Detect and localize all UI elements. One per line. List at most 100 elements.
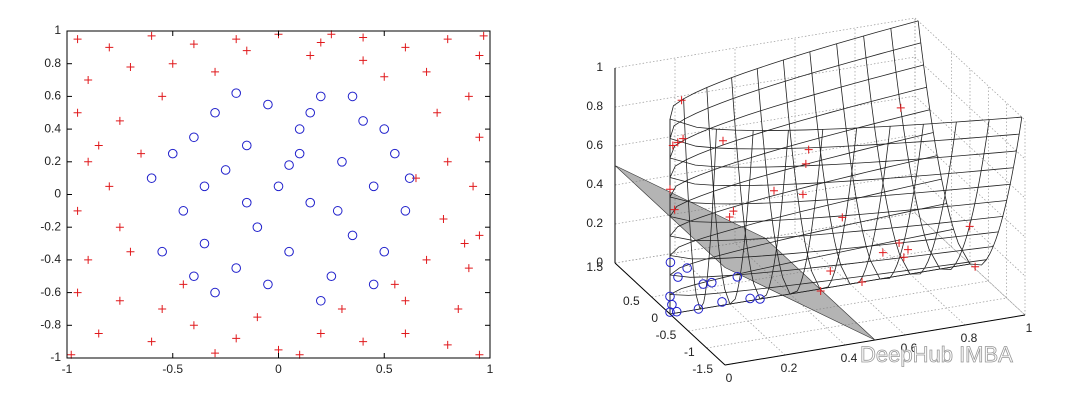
y-tick-label: 0 — [54, 187, 61, 201]
grid-line — [734, 242, 846, 346]
surface-mesh — [669, 150, 1017, 168]
plus-marker — [168, 59, 177, 68]
plus-marker — [380, 72, 389, 81]
plus-marker — [475, 350, 484, 359]
plus-marker — [232, 35, 241, 44]
plus-marker — [115, 296, 124, 305]
plus-marker — [94, 329, 103, 338]
x-tick-label: -0.5 — [162, 362, 183, 376]
grid-line — [914, 56, 1026, 160]
circle-marker — [745, 293, 755, 304]
plus-marker — [316, 38, 325, 47]
y-tick-label: 0.5 — [623, 294, 640, 308]
circle-marker — [199, 181, 210, 192]
plus-marker — [295, 350, 304, 359]
y-tick-label: 0.8 — [44, 56, 61, 70]
plus-marker — [895, 239, 904, 248]
plus-marker — [306, 51, 315, 60]
grid-line — [688, 280, 989, 332]
plus-marker — [464, 264, 473, 273]
x-tick-label: 0.2 — [781, 361, 798, 375]
plus-marker — [469, 182, 478, 191]
circle-marker — [284, 160, 294, 170]
grid-line — [854, 222, 966, 326]
circle-marker — [368, 279, 379, 290]
surface-mesh — [836, 43, 881, 280]
y-tick-label: -0.6 — [40, 285, 61, 299]
plus-marker — [253, 313, 262, 322]
circle-marker — [241, 197, 252, 208]
plus-marker — [105, 43, 114, 52]
surface-mesh — [909, 121, 957, 275]
plus-marker — [189, 40, 198, 49]
grid-line — [914, 17, 1026, 121]
surface-mesh — [669, 42, 921, 139]
circle-marker — [673, 272, 683, 282]
y-tick-label: -1 — [684, 345, 695, 359]
grid-line — [651, 246, 952, 298]
circle-marker — [665, 257, 676, 268]
plus-marker — [433, 108, 442, 117]
circle-marker — [178, 206, 189, 216]
circle-marker — [326, 271, 337, 282]
plus-marker — [359, 56, 368, 65]
surface-mesh — [669, 167, 1014, 186]
surface-mesh — [879, 124, 924, 280]
circle-marker — [671, 306, 682, 317]
plus-marker — [896, 103, 905, 112]
plus-marker — [878, 248, 887, 257]
plus-marker — [904, 245, 912, 254]
y-tick-label: -0.5 — [656, 328, 677, 342]
circle-marker — [379, 246, 390, 257]
plus-marker — [464, 92, 473, 101]
plus-marker — [439, 215, 448, 224]
circle-marker — [665, 291, 675, 302]
plus-marker — [359, 337, 368, 346]
plus-marker — [94, 141, 103, 150]
plus-marker — [401, 296, 410, 305]
surface-mesh — [669, 20, 919, 120]
plus-marker — [670, 205, 679, 214]
plus-marker — [475, 133, 484, 142]
y-tick-label: 0.2 — [44, 154, 61, 168]
y-tick-label: 0 — [651, 311, 658, 325]
plus-marker — [179, 280, 188, 289]
surface-mesh — [819, 127, 858, 290]
y-tick-label: -0.8 — [40, 317, 61, 331]
circle-marker — [189, 271, 199, 282]
plus-marker — [816, 286, 825, 295]
circle-marker — [698, 279, 709, 289]
scatter-panel: -1 -0.5 0 0.5 1 -1 -0.8 -0.6 -0.4 -0.2 0 0.2 0.4 0.6 0… — [40, 23, 493, 376]
y-tick-label: 0.4 — [44, 121, 61, 135]
plus-marker — [719, 136, 727, 145]
circle-marker — [241, 140, 252, 151]
scatter3d-panel: 00.20.40.60.8100.20.40.60.81-1.5-1-0.500… — [586, 17, 1033, 385]
grid-line — [614, 56, 916, 108]
plus-marker — [84, 255, 93, 264]
plus-marker — [211, 349, 220, 358]
surface-mesh — [669, 133, 1020, 150]
surface-mesh — [863, 35, 911, 275]
plus-marker — [725, 213, 734, 222]
plus-marker — [115, 223, 124, 232]
plus-marker — [137, 149, 146, 158]
plus-marker — [73, 108, 82, 117]
grid-line — [614, 134, 916, 186]
circle-marker — [146, 173, 157, 183]
plus-marker — [971, 262, 980, 271]
circle-marker — [294, 124, 305, 134]
x-tick-label: -1 — [62, 362, 73, 376]
circle-marker — [347, 91, 358, 102]
z-tick-label: 0.6 — [586, 138, 603, 152]
plus-marker — [401, 43, 410, 52]
plus-marker — [798, 190, 807, 199]
plus-marker — [770, 186, 778, 195]
circle-marker — [682, 263, 692, 273]
grid-line — [614, 173, 916, 225]
plus-marker — [729, 207, 738, 216]
circle-marker — [294, 148, 305, 159]
plus-marker — [115, 116, 124, 125]
plus-marker — [801, 159, 810, 168]
x-tick-label: 1 — [487, 362, 494, 376]
